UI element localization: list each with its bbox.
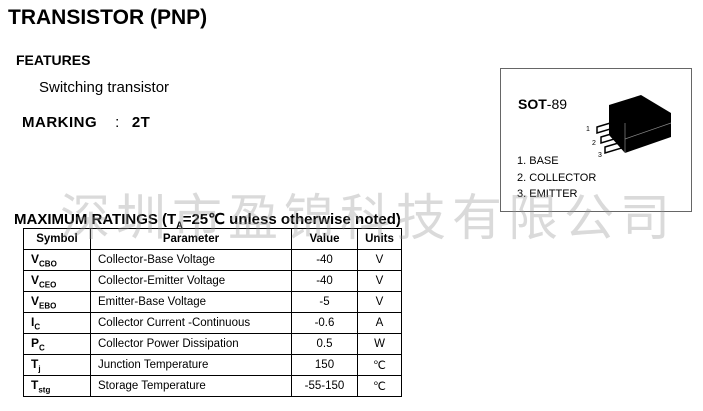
page-title: TRANSISTOR (PNP) bbox=[8, 6, 208, 29]
marking-value: 2T bbox=[131, 114, 151, 131]
col-units: Units bbox=[357, 228, 402, 250]
svg-text:3: 3 bbox=[598, 152, 602, 159]
value-cell: -40 bbox=[291, 249, 358, 271]
col-parameter: Parameter bbox=[90, 228, 292, 250]
symbol-cell: Tstg bbox=[23, 375, 91, 397]
value-cell: 0.5 bbox=[291, 333, 358, 355]
symbol-cell: VEBO bbox=[23, 291, 91, 313]
pin-collector: 2. COLLECTOR bbox=[517, 172, 597, 184]
marking: MARKING:2T bbox=[22, 114, 150, 131]
value-cell: -40 bbox=[291, 270, 358, 292]
table-row: Tstg Storage Temperature -55-150 ℃ bbox=[23, 375, 402, 397]
pin-base: 1. BASE bbox=[517, 155, 559, 167]
symbol-cell: Tj bbox=[23, 354, 91, 376]
parameter-cell: Collector-Base Voltage bbox=[90, 249, 292, 271]
unit-cell: ℃ bbox=[357, 375, 402, 397]
value-cell: -55-150 bbox=[291, 375, 358, 397]
ratings-table: Symbol Parameter Value Units VCBO Collec… bbox=[23, 228, 402, 397]
marking-separator: : bbox=[115, 114, 120, 131]
unit-cell: ℃ bbox=[357, 354, 402, 376]
unit-cell: V bbox=[357, 291, 402, 313]
marking-label: MARKING bbox=[22, 114, 98, 131]
symbol-cell: VCEO bbox=[23, 270, 91, 292]
col-value: Value bbox=[291, 228, 358, 250]
value-cell: -5 bbox=[291, 291, 358, 313]
svg-text:2: 2 bbox=[592, 140, 596, 147]
value-cell: 150 bbox=[291, 354, 358, 376]
table-header: Symbol Parameter Value Units bbox=[23, 228, 402, 250]
parameter-cell: Storage Temperature bbox=[90, 375, 292, 397]
value-cell: -0.6 bbox=[291, 312, 358, 334]
parameter-cell: Collector-Emitter Voltage bbox=[90, 270, 292, 292]
table-row: VEBO Emitter-Base Voltage -5 V bbox=[23, 291, 402, 313]
package-name: SOT-89 bbox=[518, 96, 568, 112]
table-row: Tj Junction Temperature 150 ℃ bbox=[23, 354, 402, 376]
parameter-cell: Collector Current -Continuous bbox=[90, 312, 292, 334]
unit-cell: W bbox=[357, 333, 402, 355]
parameter-cell: Junction Temperature bbox=[90, 354, 292, 376]
svg-text:1: 1 bbox=[586, 126, 590, 133]
ratings-heading: MAXIMUM RATINGS (TA=25℃ unless otherwise… bbox=[14, 211, 401, 230]
pin-emitter: 3. EMITTER bbox=[517, 188, 578, 200]
parameter-cell: Emitter-Base Voltage bbox=[90, 291, 292, 313]
unit-cell: V bbox=[357, 270, 402, 292]
table-row: VCEO Collector-Emitter Voltage -40 V bbox=[23, 270, 402, 292]
unit-cell: A bbox=[357, 312, 402, 334]
package-box: SOT-89 1 2 3 1. BASE 2. COLLECTOR 3. EMI… bbox=[500, 68, 692, 212]
table-row: IC Collector Current -Continuous -0.6 A bbox=[23, 312, 402, 334]
table-row: PC Collector Power Dissipation 0.5 W bbox=[23, 333, 402, 355]
features-text: Switching transistor bbox=[39, 79, 170, 96]
symbol-cell: IC bbox=[23, 312, 91, 334]
symbol-cell: VCBO bbox=[23, 249, 91, 271]
symbol-cell: PC bbox=[23, 333, 91, 355]
sot89-package-icon: 1 2 3 bbox=[586, 95, 672, 159]
unit-cell: V bbox=[357, 249, 402, 271]
parameter-cell: Collector Power Dissipation bbox=[90, 333, 292, 355]
col-symbol: Symbol bbox=[23, 228, 91, 250]
features-heading: FEATURES bbox=[16, 52, 91, 68]
table-row: VCBO Collector-Base Voltage -40 V bbox=[23, 249, 402, 271]
